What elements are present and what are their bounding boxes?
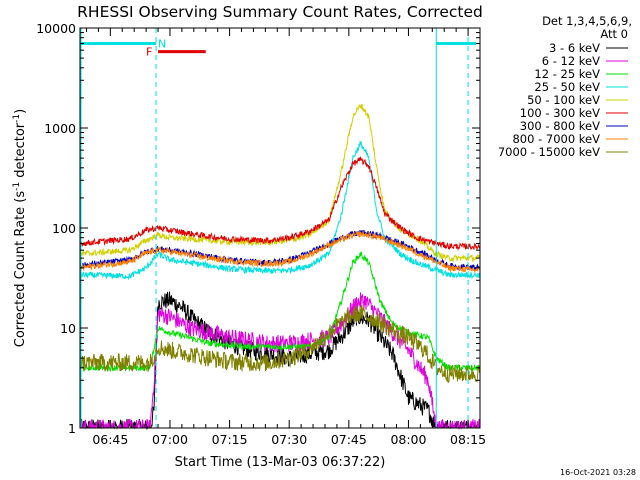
legend-item-label: 800 - 7000 keV bbox=[512, 132, 600, 146]
x-tick-label: 07:45 bbox=[331, 432, 367, 447]
y-tick-label: 1 bbox=[68, 421, 76, 436]
series-line bbox=[79, 251, 481, 373]
plot-area: NF bbox=[79, 28, 481, 430]
legend-header-line1: Det 1,3,4,5,6,9, bbox=[542, 14, 632, 28]
y-axis-label: Corrected Count Rate (s-1 detector-1) bbox=[12, 109, 28, 347]
legend-item-label: 7000 - 15000 keV bbox=[498, 145, 600, 159]
y-tick-label: 1000 bbox=[44, 121, 76, 136]
series-line bbox=[80, 292, 481, 430]
y-axis-label-mid: detector bbox=[13, 122, 28, 182]
series-line bbox=[79, 156, 481, 252]
legend-item-label: 100 - 300 keV bbox=[520, 106, 600, 120]
x-tick-label: 08:15 bbox=[450, 432, 486, 447]
legend-header-line2: Att 0 bbox=[600, 27, 628, 41]
footer-timestamp: 16-Oct-2021 03:28 bbox=[560, 468, 636, 477]
x-tick-label: 07:15 bbox=[212, 432, 248, 447]
legend-item-label: 50 - 100 keV bbox=[527, 93, 600, 107]
attenuator-flag-label: N bbox=[158, 37, 166, 50]
y-axis-label-main: Corrected Count Rate (s bbox=[13, 191, 28, 348]
legend-item-label: 25 - 50 keV bbox=[534, 80, 600, 94]
legend-item-label: 12 - 25 keV bbox=[534, 67, 600, 81]
y-axis-label-end: ) bbox=[13, 109, 28, 114]
x-tick-label: 07:00 bbox=[152, 432, 188, 447]
y-tick-label: 10 bbox=[60, 321, 76, 336]
x-tick-label: 07:30 bbox=[271, 432, 307, 447]
y-axis-label-sup2: -1 bbox=[12, 114, 22, 123]
y-tick-label: 10000 bbox=[36, 21, 76, 36]
legend-item-label: 3 - 6 keV bbox=[549, 41, 600, 55]
x-axis: 06:45 07:00 07:15 07:30 07:45 08:00 08:15 bbox=[85, 28, 486, 447]
x-axis-label: Start Time (13-Mar-03 06:37:22) bbox=[175, 455, 386, 470]
x-tick-label: 08:00 bbox=[390, 432, 426, 447]
y-axis-label-sup1: -1 bbox=[12, 182, 22, 191]
y-axis: 1 10 100 1000 10000 bbox=[36, 21, 480, 436]
legend-item-label: 300 - 800 keV bbox=[520, 119, 600, 133]
attenuator-flag-label: F bbox=[146, 46, 152, 59]
series-line bbox=[79, 229, 481, 273]
series-line bbox=[79, 140, 481, 281]
y-tick-label: 100 bbox=[52, 221, 76, 236]
legend-item-label: 6 - 12 keV bbox=[542, 54, 600, 68]
x-tick-label: 06:45 bbox=[92, 432, 128, 447]
series-line bbox=[79, 304, 481, 383]
chart-title: RHESSI Observing Summary Count Rates, Co… bbox=[77, 3, 483, 21]
